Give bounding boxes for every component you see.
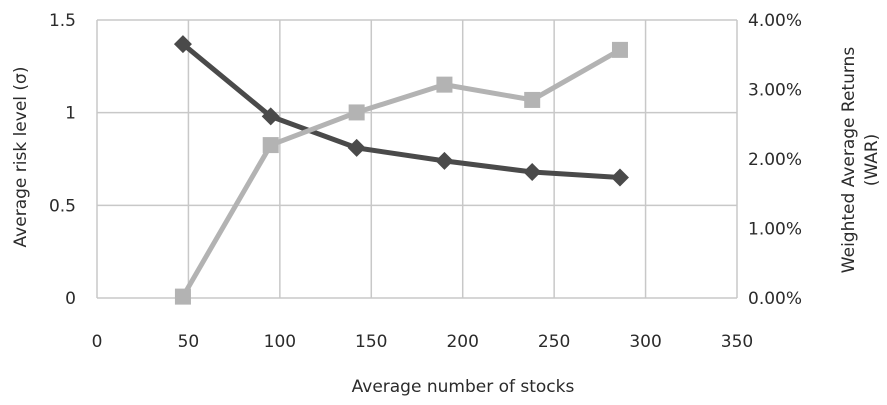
grid [96, 19, 738, 299]
series-1-point [610, 168, 629, 187]
series-1-point [435, 151, 454, 170]
x-tick-label: 100 [264, 332, 296, 352]
y-right-tick-label: 4.00% [748, 11, 802, 31]
series-1-point [173, 35, 192, 54]
y-axis-left-label: Average risk level (σ) [11, 67, 31, 248]
series-2-point [174, 288, 191, 305]
y-left-tick-label: 0.5 [49, 196, 76, 216]
x-tick-label: 150 [355, 332, 387, 352]
ticks: 0 50 100 150 200 250 300 350 0 0.5 1 1.5 0.00% 1.00% 2… [49, 11, 802, 352]
y-right-tick-label: 1.00% [748, 220, 802, 240]
x-tick-label: 0 [92, 332, 103, 352]
y-left-tick-label: 1.5 [49, 11, 76, 31]
series-layer [173, 35, 629, 305]
x-tick-label: 350 [721, 332, 753, 352]
y-axis-right-label-group: Weighted Average Returns (WAR) [839, 47, 882, 274]
y-axis-right-label-line: Weighted Average Returns [839, 47, 859, 274]
series-2-point [611, 41, 628, 58]
series-2-point [348, 104, 365, 121]
x-tick-label: 250 [538, 332, 570, 352]
series-1-point [347, 138, 366, 157]
series-line-2 [180, 47, 622, 298]
series-2-point [262, 137, 279, 154]
series-2-point [524, 91, 541, 108]
series-1-point [523, 162, 542, 181]
series-2-point [436, 76, 453, 93]
series-line-1 [181, 42, 621, 180]
y-right-tick-label: 0.00% [748, 289, 802, 309]
x-tick-label: 200 [446, 332, 478, 352]
y-right-tick-label: 2.00% [748, 150, 802, 170]
series-1-point [261, 107, 280, 126]
x-tick-label: 300 [629, 332, 661, 352]
y-left-tick-label: 1 [65, 104, 76, 124]
y-axis-right-label-line: (WAR) [862, 134, 882, 187]
x-axis-label: Average number of stocks [352, 377, 575, 397]
y-left-tick-label: 0 [65, 289, 76, 309]
x-tick-label: 50 [178, 332, 200, 352]
y-right-tick-label: 3.00% [748, 81, 802, 101]
